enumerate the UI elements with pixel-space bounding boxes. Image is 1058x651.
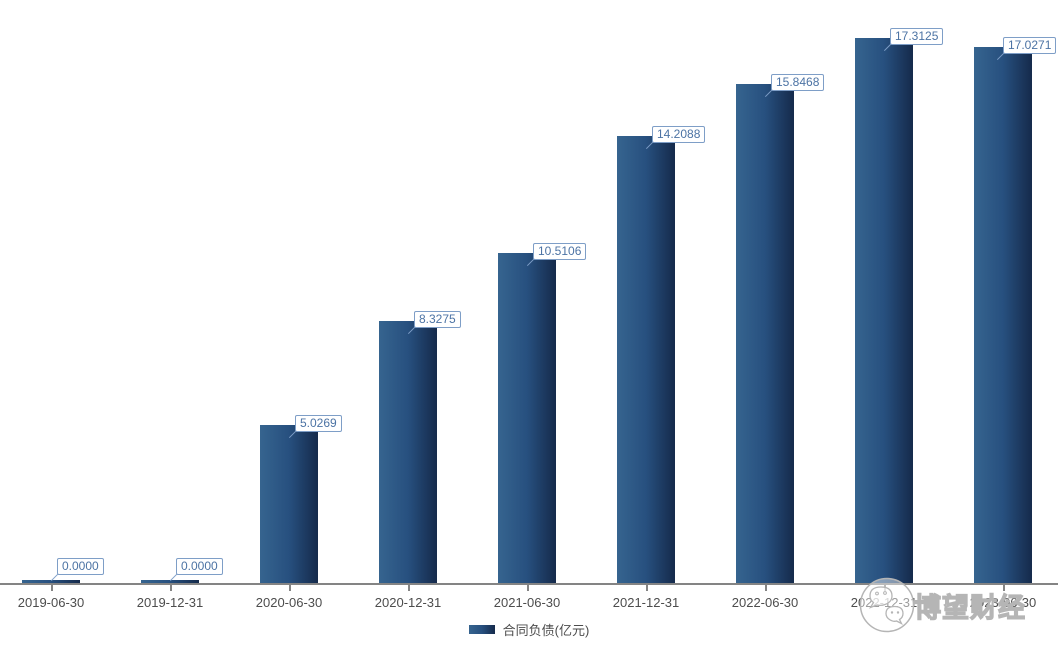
x-axis-label: 2019-06-30 — [17, 595, 85, 610]
bar — [974, 47, 1032, 584]
bar — [260, 425, 318, 584]
legend: 合同负债(亿元) — [0, 620, 1058, 639]
x-axis-label: 2019-12-31 — [136, 595, 204, 610]
x-axis-label: 2022-12-31 — [850, 595, 918, 610]
x-axis-tick — [765, 585, 767, 591]
bar — [498, 253, 556, 584]
bar-value-label: 0.0000 — [57, 558, 104, 575]
x-axis-tick — [289, 585, 291, 591]
x-axis-tick — [170, 585, 172, 591]
legend-label: 合同负债(亿元) — [502, 623, 590, 638]
bar — [617, 136, 675, 584]
x-axis-label: 2022-06-30 — [731, 595, 799, 610]
x-axis-line — [0, 583, 1058, 585]
x-axis-label: 2020-06-30 — [255, 595, 323, 610]
x-axis-label: 2023-06-30 — [969, 595, 1037, 610]
bar — [736, 84, 794, 584]
x-axis-tick — [527, 585, 529, 591]
bar-value-label: 17.3125 — [890, 28, 944, 45]
bar — [141, 580, 199, 584]
bar-value-label: 10.5106 — [533, 243, 587, 260]
bar — [379, 321, 437, 584]
x-axis-tick — [51, 585, 53, 591]
bar — [22, 580, 80, 584]
legend-swatch — [468, 625, 495, 634]
x-axis-label: 2021-06-30 — [493, 595, 561, 610]
x-axis-tick — [884, 585, 886, 591]
bar-value-label: 14.2088 — [652, 126, 706, 143]
bar-value-label: 8.3275 — [414, 311, 461, 328]
x-axis-label: 2020-12-31 — [374, 595, 442, 610]
x-axis-tick — [408, 585, 410, 591]
bar-value-label: 17.0271 — [1003, 37, 1057, 54]
x-axis-label: 2021-12-31 — [612, 595, 680, 610]
x-axis-tick — [1003, 585, 1005, 591]
bar — [855, 38, 913, 584]
bar-value-label: 5.0269 — [295, 415, 342, 432]
bar-value-label: 15.8468 — [771, 74, 825, 91]
x-axis-tick — [646, 585, 648, 591]
bar-value-label: 0.0000 — [176, 558, 223, 575]
